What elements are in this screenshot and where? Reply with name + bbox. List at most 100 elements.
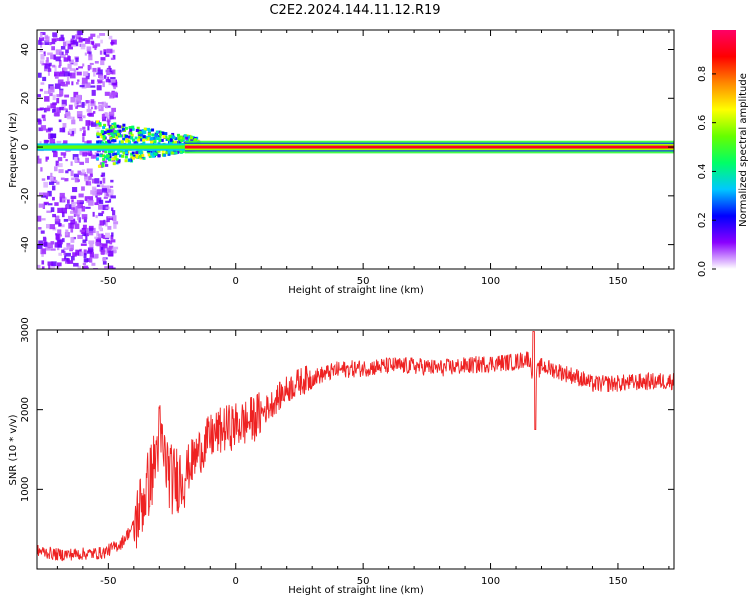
heatmap-cell — [87, 49, 90, 54]
heatmap-cell — [68, 128, 73, 133]
heatmap-cell — [100, 135, 104, 139]
heatmap-cell — [108, 35, 113, 40]
heatmap-y-tick-label: 40 — [20, 43, 31, 56]
heatmap-cell — [105, 69, 109, 73]
heatmap-cell — [81, 101, 85, 108]
heatmap-cell — [110, 79, 116, 84]
heatmap-cell — [165, 137, 169, 141]
heatmap-cell — [88, 199, 94, 206]
heatmap-cell — [113, 221, 119, 225]
heatmap-cell — [84, 176, 90, 182]
heatmap-cell — [38, 119, 42, 125]
heatmap-cell — [161, 131, 165, 135]
heatmap-cell — [47, 68, 52, 72]
heatmap-cell — [38, 227, 42, 230]
heatmap-cell — [45, 60, 49, 66]
heatmap-cell — [180, 139, 184, 143]
heatmap-cell — [102, 150, 106, 153]
heatmap-cell — [131, 127, 135, 131]
heatmap-cell — [111, 91, 118, 95]
heatmap-cell — [78, 66, 83, 69]
heatmap-cell — [142, 156, 146, 160]
heatmap-cell — [104, 91, 110, 96]
heatmap-cell — [187, 135, 191, 139]
heatmap-cell — [88, 231, 94, 236]
heatmap-cell — [156, 137, 160, 141]
colorbar-ticks: 0.0 0.2 0.4 0.6 0.8 — [697, 66, 716, 277]
heatmap-cell — [48, 88, 51, 94]
heatmap-cell — [97, 79, 103, 82]
heatmap-cell — [88, 51, 92, 57]
heatmap-cell — [118, 154, 122, 158]
heatmap-cell — [59, 71, 65, 74]
heatmap-cell — [87, 65, 92, 70]
heatmap-cell — [68, 222, 75, 229]
heatmap-cell — [50, 263, 56, 269]
heatmap-cell — [83, 130, 86, 136]
heatmap-cell — [88, 120, 94, 126]
heatmap-cell — [101, 162, 105, 166]
heatmap-cell — [83, 216, 87, 223]
heatmap-cell — [101, 133, 105, 137]
heatmap-cell — [112, 153, 116, 157]
heatmap-cell — [103, 49, 107, 55]
heatmap-cell — [46, 57, 49, 62]
heatmap-cell — [91, 262, 96, 266]
heatmap-cell — [104, 266, 109, 269]
heatmap-cell — [148, 154, 152, 158]
heatmap-cell — [110, 41, 115, 45]
heatmap-cell — [113, 86, 116, 90]
heatmap-cell — [181, 150, 185, 154]
heatmap-cell — [94, 178, 100, 184]
heatmap-cell — [94, 253, 99, 259]
snr-y-axis-label: SNR (10 * v/v) — [8, 414, 19, 485]
heatmap-cell — [57, 244, 63, 248]
heatmap-cell — [79, 229, 85, 233]
heatmap-x-tick-label: 50 — [357, 276, 370, 287]
snr-y-tick-label: 1000 — [20, 477, 31, 502]
heatmap-cell — [51, 38, 57, 43]
heatmap-cell — [61, 258, 67, 262]
heatmap-cell — [96, 122, 99, 127]
heatmap-cell — [41, 195, 47, 198]
heatmap-cell — [62, 67, 67, 71]
heatmap-cell — [70, 227, 74, 233]
heatmap-cell — [125, 134, 129, 138]
heatmap-cell — [100, 174, 104, 177]
heatmap-cell — [49, 138, 56, 145]
heatmap-cell — [77, 79, 80, 82]
heatmap-cell — [106, 154, 110, 158]
heatmap-cell — [121, 127, 125, 131]
heatmap-cell — [99, 180, 102, 184]
heatmap-cell — [131, 125, 135, 129]
heatmap-cell — [61, 249, 65, 253]
heatmap-cell — [90, 100, 96, 107]
heatmap-cell — [152, 150, 156, 154]
heatmap-cell — [99, 225, 102, 231]
heatmap-cell — [106, 129, 110, 133]
heatmap-cell — [72, 128, 77, 134]
heatmap-cell — [105, 78, 111, 83]
heatmap-cell — [62, 197, 67, 201]
heatmap-cell — [59, 54, 66, 58]
heatmap-cell — [70, 220, 76, 225]
heatmap-cell — [104, 155, 108, 159]
heatmap-cell — [91, 41, 95, 46]
colorbar-scale — [712, 30, 736, 269]
heatmap-cell — [41, 178, 46, 181]
heatmap-cell — [94, 152, 99, 155]
heatmap-cell — [43, 241, 48, 247]
heatmap-cell — [135, 151, 139, 155]
heatmap-cell — [72, 39, 77, 43]
heatmap-cell — [40, 125, 47, 131]
heatmap-cell — [102, 157, 106, 161]
heatmap-cell — [102, 177, 106, 184]
heatmap-cell — [91, 89, 96, 96]
heatmap-cell — [60, 177, 65, 180]
heatmap-cell — [183, 135, 187, 139]
heatmap-cell — [76, 199, 83, 203]
heatmap-cell — [70, 133, 75, 137]
heatmap-cell — [56, 140, 62, 144]
heatmap-cell — [47, 242, 53, 249]
